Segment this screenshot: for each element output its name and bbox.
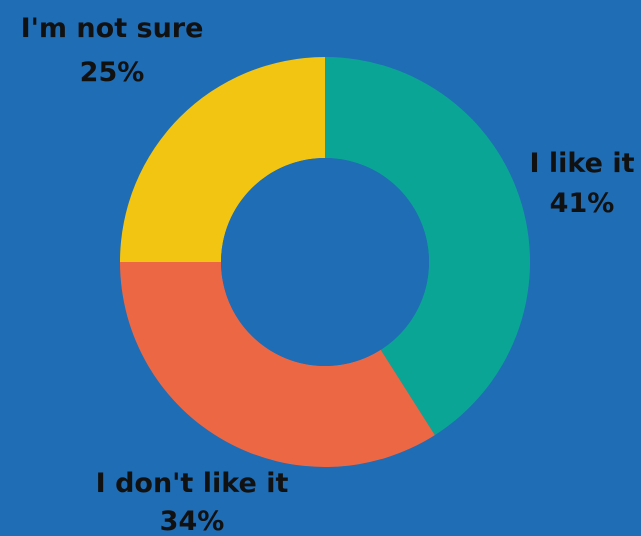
slice-label-i-like-it: I like it 41% — [529, 148, 634, 219]
slice-label-i-dont-like-it-category: I don't like it — [96, 468, 289, 499]
slice-label-i-dont-like-it-value: 34% — [160, 506, 225, 536]
slice-label-im-not-sure-category: I'm not sure — [21, 13, 204, 44]
slice-label-i-like-it-category: I like it — [529, 148, 634, 179]
donut-hole — [221, 158, 429, 366]
donut-slice-i-m-not-sure — [120, 57, 325, 262]
slice-label-im-not-sure: I'm not sure 25% — [21, 13, 204, 88]
donut-slice-i-don-t-like-it — [119, 262, 435, 467]
slice-label-im-not-sure-value: 25% — [80, 57, 145, 88]
slice-labels: I like it 41% I don't like it 34% I'm no… — [21, 13, 635, 536]
slice-label-i-dont-like-it: I don't like it 34% — [96, 468, 289, 536]
donut-slices — [119, 57, 531, 467]
slice-label-i-like-it-value: 41% — [550, 188, 615, 219]
donut-slice-i-like-it — [325, 57, 531, 436]
